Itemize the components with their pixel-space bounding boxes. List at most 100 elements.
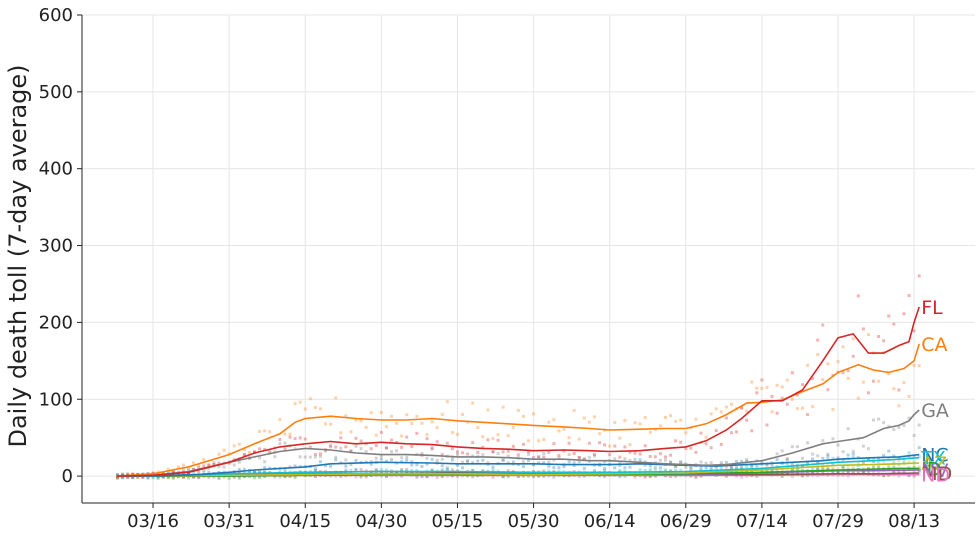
daily-point — [131, 472, 135, 476]
daily-point — [780, 462, 784, 466]
daily-point — [557, 456, 561, 460]
daily-point — [592, 454, 596, 458]
daily-point — [790, 475, 794, 479]
daily-point — [603, 443, 607, 447]
daily-point — [532, 412, 536, 416]
daily-point — [116, 475, 120, 479]
daily-point — [527, 474, 530, 478]
daily-point — [141, 475, 145, 479]
daily-point — [166, 467, 170, 471]
daily-point — [780, 474, 784, 478]
daily-point — [663, 468, 667, 472]
daily-point — [445, 468, 449, 472]
x-tick-label: 05/30 — [508, 511, 560, 532]
y-axis-title: Daily death toll (7-day average) — [4, 64, 32, 447]
daily-point — [846, 427, 850, 431]
daily-point — [187, 468, 191, 472]
daily-point — [806, 413, 810, 417]
daily-point — [851, 465, 855, 469]
daily-point — [628, 465, 632, 469]
daily-point — [755, 386, 759, 390]
daily-point — [648, 474, 652, 478]
y-tick-label: 300 — [39, 236, 73, 257]
daily-point — [379, 467, 383, 471]
daily-point — [724, 474, 728, 478]
daily-point — [542, 475, 546, 479]
daily-point — [450, 447, 454, 451]
daily-point — [440, 474, 444, 478]
daily-point — [760, 460, 764, 464]
daily-point — [907, 294, 911, 298]
daily-point — [714, 465, 718, 469]
daily-point — [603, 460, 607, 464]
daily-point — [455, 450, 459, 454]
series-label-tx: TX — [920, 448, 946, 470]
daily-point — [313, 469, 317, 473]
daily-point — [496, 451, 500, 455]
daily-point — [283, 447, 287, 451]
daily-point — [379, 471, 383, 475]
daily-point — [253, 476, 257, 480]
daily-point — [440, 474, 444, 478]
daily-point — [790, 371, 794, 375]
daily-point — [237, 467, 241, 471]
daily-point — [374, 471, 378, 475]
daily-point — [816, 454, 820, 458]
daily-point — [831, 456, 835, 460]
daily-point — [283, 432, 287, 436]
daily-point — [795, 471, 799, 475]
daily-point — [339, 436, 343, 440]
daily-point — [861, 327, 865, 331]
daily-point — [313, 475, 317, 479]
daily-point — [719, 461, 723, 465]
daily-point — [334, 445, 338, 449]
daily-point — [359, 468, 363, 472]
daily-point — [521, 414, 525, 418]
daily-point — [126, 476, 130, 480]
daily-point — [374, 456, 378, 460]
daily-point — [917, 446, 921, 450]
daily-point — [684, 447, 688, 451]
daily-point — [877, 460, 881, 464]
daily-point — [836, 467, 840, 471]
daily-point — [577, 455, 581, 459]
daily-point — [131, 476, 135, 480]
daily-point — [775, 458, 779, 462]
daily-point — [598, 432, 602, 436]
daily-point — [313, 469, 317, 473]
daily-point — [384, 425, 388, 429]
daily-point — [313, 405, 317, 409]
daily-point — [288, 475, 292, 479]
daily-point — [430, 468, 434, 472]
daily-point — [445, 400, 449, 404]
daily-point — [902, 460, 906, 464]
daily-point — [410, 468, 414, 472]
daily-point — [582, 466, 586, 470]
daily-point — [760, 386, 764, 390]
daily-point — [308, 445, 312, 449]
daily-point — [359, 419, 363, 423]
daily-point — [481, 453, 485, 457]
daily-point — [121, 472, 125, 476]
daily-point — [481, 469, 485, 473]
daily-point — [892, 465, 896, 469]
daily-point — [552, 466, 556, 470]
daily-point — [303, 407, 307, 411]
daily-point — [740, 406, 744, 410]
daily-point — [390, 438, 394, 442]
daily-point — [384, 459, 388, 463]
daily-point — [329, 445, 333, 449]
daily-point — [917, 364, 921, 368]
daily-point — [542, 438, 546, 442]
daily-point — [872, 465, 876, 469]
daily-point — [679, 461, 683, 465]
daily-point — [390, 458, 394, 462]
daily-point — [415, 474, 419, 478]
daily-point — [719, 410, 723, 414]
daily-point — [486, 408, 490, 412]
daily-point — [582, 457, 586, 461]
daily-point — [283, 470, 287, 474]
daily-point — [790, 462, 794, 466]
daily-point — [491, 465, 495, 469]
